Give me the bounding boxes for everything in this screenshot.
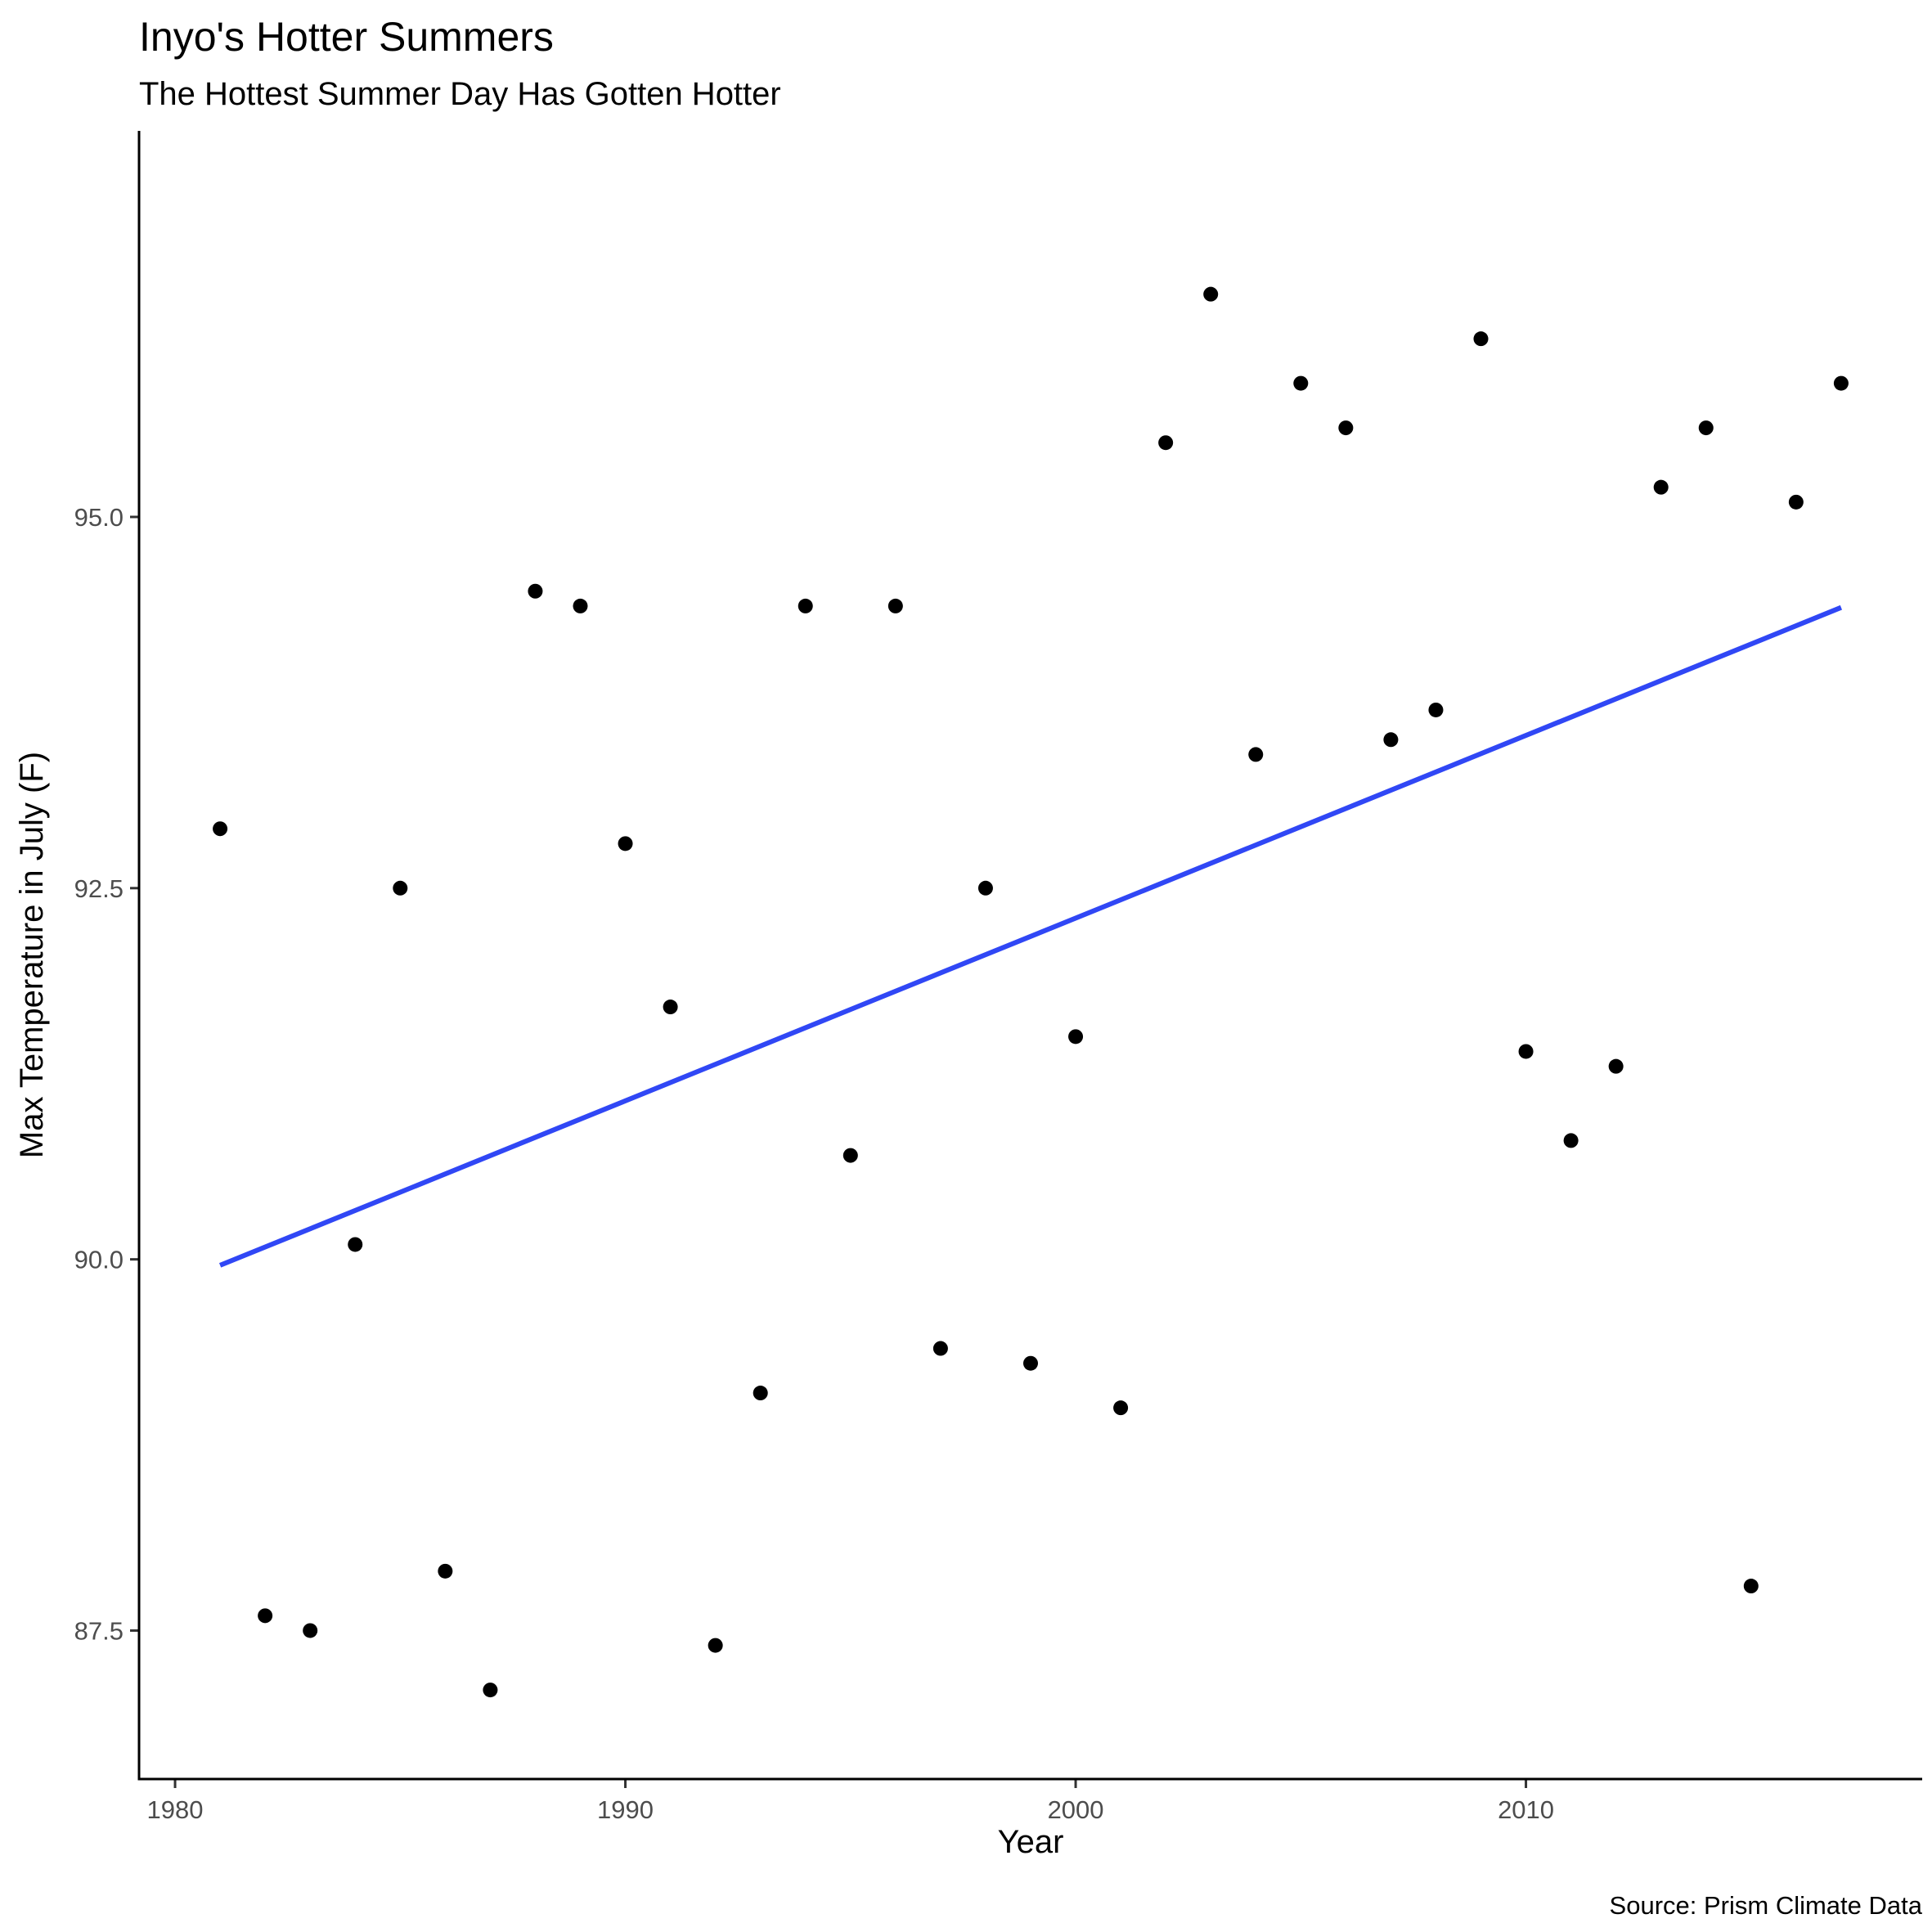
data-point — [1788, 494, 1804, 510]
data-point — [1113, 1400, 1129, 1416]
data-point — [1608, 1058, 1624, 1074]
data-point — [1338, 420, 1354, 436]
data-point — [618, 836, 633, 851]
data-point — [1023, 1355, 1038, 1371]
data-point — [258, 1608, 273, 1624]
data-point — [1383, 732, 1399, 748]
data-point — [1293, 375, 1309, 391]
data-point — [887, 598, 903, 613]
x-axis-ticks: 1980 1990 2000 2010 — [147, 1779, 1554, 1824]
x-tick-label: 2010 — [1498, 1795, 1554, 1824]
chart-title: Inyo's Hotter Summers — [139, 14, 554, 60]
data-point — [528, 583, 543, 599]
data-point — [977, 880, 993, 896]
data-point — [753, 1386, 768, 1401]
data-point — [1473, 331, 1489, 347]
x-tick-label: 1980 — [147, 1795, 204, 1824]
chart-subtitle: The Hottest Summer Day Has Gotten Hotter — [139, 76, 781, 112]
data-point — [1563, 1133, 1579, 1148]
data-point — [798, 598, 813, 613]
data-point — [573, 598, 588, 613]
data-point — [213, 821, 228, 837]
x-axis-title: Year — [998, 1824, 1064, 1860]
data-point — [1653, 479, 1669, 495]
data-point — [1428, 702, 1444, 717]
data-point — [1743, 1579, 1759, 1594]
trend-line — [218, 604, 1843, 1268]
y-axis-ticks: 87.5 90.0 92.5 95.0 — [74, 503, 139, 1645]
data-point — [663, 1000, 678, 1015]
data-point — [348, 1237, 363, 1252]
chart-caption: Source: Prism Climate Data — [1610, 1891, 1923, 1920]
data-points — [213, 286, 1849, 1698]
data-point — [842, 1148, 858, 1163]
y-tick-label: 87.5 — [74, 1616, 124, 1645]
y-tick-label: 92.5 — [74, 874, 124, 903]
data-point — [1068, 1029, 1084, 1045]
y-tick-label: 95.0 — [74, 503, 124, 532]
data-point — [932, 1341, 948, 1356]
x-tick-label: 2000 — [1048, 1795, 1104, 1824]
y-tick-label: 90.0 — [74, 1246, 124, 1274]
x-tick-label: 1990 — [597, 1795, 654, 1824]
data-point — [1248, 747, 1264, 762]
data-point — [393, 880, 408, 896]
data-point — [483, 1683, 498, 1698]
data-point — [1833, 375, 1849, 391]
data-point — [1203, 286, 1219, 302]
data-point — [303, 1623, 318, 1638]
data-point — [1698, 420, 1714, 436]
data-point — [438, 1563, 453, 1579]
y-axis-title: Max Temperature in July (F) — [14, 752, 50, 1158]
data-point — [708, 1638, 723, 1653]
data-point — [1518, 1044, 1534, 1059]
data-point — [1158, 435, 1174, 451]
